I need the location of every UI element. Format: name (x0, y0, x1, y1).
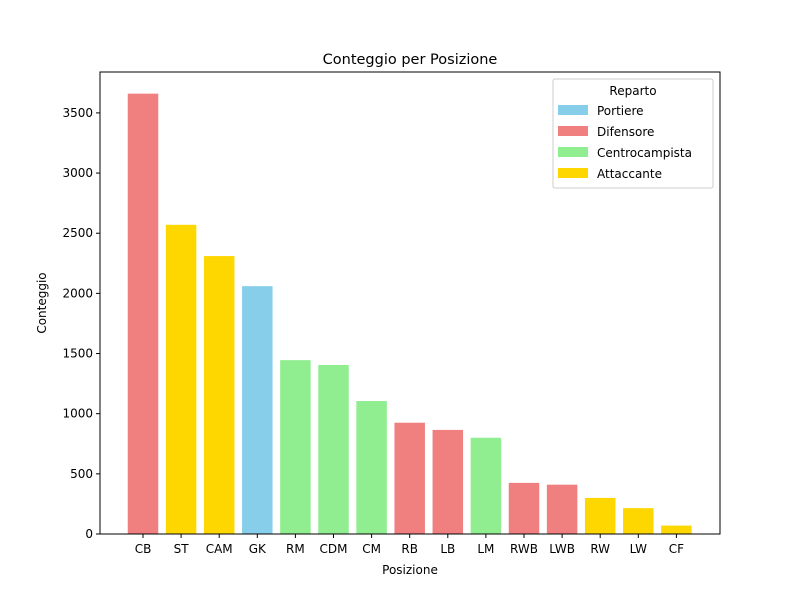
y-tick-label: 2000 (62, 286, 93, 300)
legend-swatch-portiere (558, 105, 588, 115)
y-axis: 0 500 1000 1500 2000 2500 3000 3500 (62, 106, 100, 541)
x-tick-label: LW (630, 542, 648, 556)
legend-label-attaccante: Attaccante (597, 167, 662, 181)
bar-rb (394, 422, 425, 534)
x-tick-label: CF (669, 542, 684, 556)
legend-box (552, 78, 714, 189)
bar-cm (356, 401, 387, 534)
y-tick-label: 3000 (62, 166, 93, 180)
chart-title: Conteggio per Posizione (323, 52, 498, 68)
bar-cam (203, 256, 235, 534)
x-tick-label: CM (362, 542, 381, 556)
x-tick-label: LWB (549, 542, 575, 556)
x-tick-label: RWB (510, 542, 538, 556)
legend-entries: Portiere Difensore Centrocampista Attaccant… (558, 104, 692, 181)
x-tick-label: CB (135, 542, 152, 556)
legend-label-portiere: Portiere (597, 104, 644, 118)
bar-lw (623, 508, 654, 534)
x-tick-label: ST (174, 542, 190, 556)
y-axis-title: Conteggio (35, 272, 49, 333)
bar-cb (127, 93, 159, 534)
y-tick-label: 500 (70, 467, 93, 481)
bar-lm (470, 437, 502, 534)
y-tick-label: 2500 (62, 226, 93, 240)
bars-group (127, 93, 692, 535)
x-tick-label: LB (440, 542, 455, 556)
legend-label-difensore: Difensore (597, 125, 654, 139)
bar-cdm (318, 364, 349, 534)
bar-st (165, 224, 197, 535)
legend-swatch-difensore (558, 126, 588, 136)
legend-swatch-attaccante (558, 168, 588, 178)
bar-rw (584, 497, 616, 534)
bar-rwb (508, 482, 540, 534)
legend-title: Reparto (609, 84, 656, 98)
x-tick-label: LM (477, 542, 494, 556)
legend-swatch-centrocampista (558, 147, 588, 157)
x-tick-label: RM (286, 542, 305, 556)
bar-cf (661, 525, 692, 534)
legend-label-centrocampista: Centrocampista (597, 146, 692, 160)
x-tick-label: RB (401, 542, 418, 556)
bar-rm (280, 360, 311, 534)
bar-lwb (546, 484, 578, 534)
x-axis-title: Posizione (382, 563, 438, 577)
y-tick-label: 1500 (62, 347, 93, 361)
y-tick-label: 3500 (62, 106, 93, 120)
y-tick-label: 1000 (62, 407, 93, 421)
x-axis: CB ST CAM GK RM CDM CM RB LB LM RWB LWB RW LW CF (135, 534, 684, 556)
x-tick-label: CAM (206, 542, 233, 556)
x-tick-label: RW (590, 542, 610, 556)
x-tick-label: CDM (320, 542, 348, 556)
legend: Reparto Portiere Difensore Centrocampista A… (552, 78, 714, 189)
bar-gk (242, 286, 273, 534)
x-tick-label: GK (249, 542, 267, 556)
y-tick-label: 0 (85, 527, 93, 541)
bar-lb (432, 429, 464, 534)
